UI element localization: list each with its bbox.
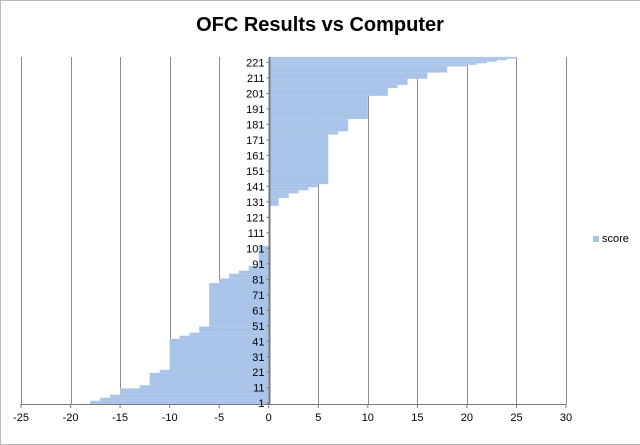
bar-segment-222-222 [268, 59, 497, 62]
y-tick-label-111: 111 [248, 228, 265, 240]
bar-segment-205-206 [268, 84, 398, 89]
bar-segment-223-223 [268, 58, 507, 61]
bar-segment-51-78 [209, 283, 269, 327]
bar-segment-177-184 [268, 118, 349, 132]
bar-segment-220-220 [268, 63, 477, 65]
legend-swatch-score [593, 236, 599, 242]
bar-segment-219-219 [268, 64, 468, 67]
y-tick-label-51: 51 [252, 321, 264, 333]
y-tick-label-211: 211 [247, 73, 265, 85]
bars [90, 56, 517, 405]
bar-segment-141-142 [268, 183, 319, 188]
y-tick-label-11: 11 [253, 383, 264, 395]
y-tick-label-21: 21 [252, 367, 264, 379]
bar-segment-185-199 [268, 95, 368, 120]
y-tick-label-91: 91 [252, 259, 264, 271]
x-tick-label-5: 5 [315, 412, 321, 424]
y-axis-ticks: 1112131415161718191101111121131141151161… [246, 57, 270, 410]
bar-segment-3-4 [100, 397, 269, 402]
x-tick-label-10: 10 [362, 412, 374, 424]
y-tick-label-61: 61 [252, 305, 264, 317]
y-tick-label-31: 31 [252, 352, 264, 364]
x-tick-label--15: -15 [112, 412, 128, 424]
bar-segment-137-138 [268, 190, 299, 194]
x-tick-label--20: -20 [63, 412, 79, 424]
x-tick-label--10: -10 [162, 412, 178, 424]
bar-segment-1-2 [90, 400, 269, 405]
axes [21, 57, 566, 405]
bar-segment-11-12 [139, 385, 269, 389]
chart-title: OFC Results vs Computer [196, 14, 444, 36]
y-tick-label-81: 81 [252, 274, 264, 286]
x-tick-label-25: 25 [510, 412, 522, 424]
y-tick-label-191: 191 [246, 104, 264, 116]
y-tick-label-201: 201 [246, 88, 264, 100]
bar-segment-215-218 [268, 66, 448, 73]
bar-segment-224-224 [268, 56, 517, 59]
y-tick-label-71: 71 [252, 290, 264, 302]
x-tick-label-30: 30 [560, 412, 572, 424]
x-tick-label--5: -5 [214, 412, 224, 424]
x-tick-label-0: 0 [266, 412, 272, 424]
x-axis-ticks: -25 -20 -15 -10 -5 0 5 10 15 20 25 30 [13, 404, 572, 424]
y-tick-label-171: 171 [246, 135, 264, 147]
bar-segment-134-136 [268, 193, 289, 199]
y-tick-label-1: 1 [258, 398, 264, 410]
legend-label-score: score [602, 233, 629, 245]
bar-segment-221-221 [268, 61, 487, 64]
bar-segment-7-10 [119, 388, 269, 395]
y-tick-label-101: 101 [246, 243, 264, 255]
bar-segment-211-214 [268, 72, 428, 79]
y-tick-label-151: 151 [246, 166, 264, 178]
x-tick-label--25: -25 [13, 412, 29, 424]
grid-lines [21, 57, 567, 404]
legend: score [593, 233, 629, 245]
bar-segment-143-174 [268, 134, 329, 185]
bar-segment-139-140 [268, 186, 309, 191]
y-tick-label-131: 131 [246, 197, 264, 209]
x-tick-label-15: 15 [411, 412, 423, 424]
bar-segment-5-6 [110, 394, 269, 398]
y-tick-label-181: 181 [246, 119, 264, 131]
y-tick-label-141: 141 [246, 181, 264, 193]
x-tick-label-20: 20 [461, 412, 473, 424]
bar-segment-13-20 [149, 372, 269, 386]
y-tick-label-41: 41 [252, 336, 264, 348]
y-tick-label-161: 161 [246, 150, 264, 162]
bar-segment-175-176 [268, 131, 339, 135]
bar-segment-200-204 [268, 87, 388, 96]
y-tick-label-221: 221 [246, 57, 264, 69]
y-tick-label-121: 121 [246, 212, 264, 224]
bar-segment-207-210 [268, 78, 408, 86]
